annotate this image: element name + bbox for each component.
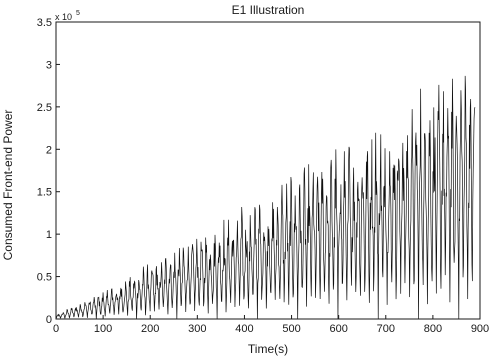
- plot-data: [55, 75, 476, 320]
- y-multiplier: x 10 5: [55, 10, 80, 22]
- y-multiplier-exponent: 5: [76, 10, 80, 17]
- y-tick-label: 1: [46, 229, 52, 241]
- x-tick-label: 0: [53, 323, 59, 335]
- y-tick-label: 1.5: [37, 187, 52, 199]
- x-tick-label: 300: [188, 323, 206, 335]
- y-tick-label: 2.5: [37, 102, 52, 114]
- x-tick-label: 700: [377, 323, 395, 335]
- x-axis-label: Time(s): [248, 342, 288, 356]
- y-axis-label: Consumed Front-end Power: [1, 110, 15, 261]
- y-tick-label: 2: [46, 144, 52, 156]
- x-tick-label: 600: [329, 323, 347, 335]
- x-tick-label: 400: [235, 323, 253, 335]
- x-tick-label: 100: [94, 323, 112, 335]
- series-power-trace: [55, 75, 476, 320]
- x-tick-label: 900: [471, 323, 489, 335]
- x-tick-label: 200: [141, 323, 159, 335]
- y-tick-label: 3.5: [37, 17, 52, 29]
- chart-title: E1 Illustration: [232, 3, 305, 17]
- y-tick-label: 0.5: [37, 272, 52, 284]
- y-tick-label: 0: [46, 314, 52, 326]
- x-tick-label: 500: [282, 323, 300, 335]
- y-tick-label: 3: [46, 59, 52, 71]
- y-multiplier-label: x 10: [55, 12, 72, 22]
- x-tick-label: 800: [424, 323, 442, 335]
- plot-frame: [55, 21, 481, 320]
